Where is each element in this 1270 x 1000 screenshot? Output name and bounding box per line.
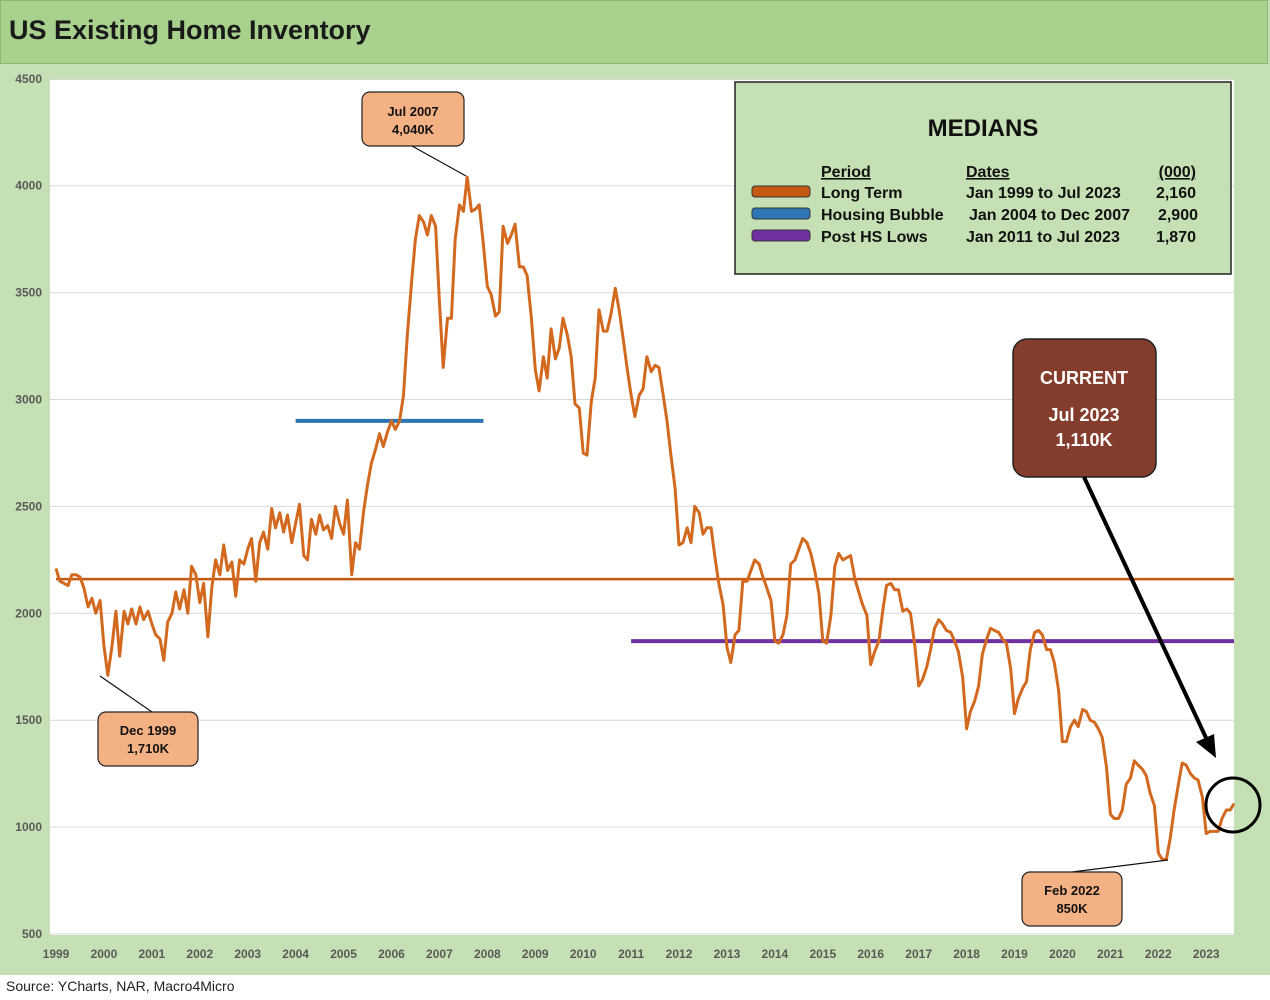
x-axis-ticks: 1999 2000 2001 2002 2003 2004 2005 2006 2007 2008… xyxy=(43,947,1220,961)
low-callout xyxy=(1021,871,1123,927)
y-axis-ticks: 500 1000 1500 2000 2500 3000 3500 4000 4500 xyxy=(15,72,42,941)
x-tick-label: 2014 xyxy=(762,947,789,961)
x-tick-label: 2016 xyxy=(857,947,884,961)
low-leader-line xyxy=(1071,859,1169,873)
y-tick-label: 4500 xyxy=(15,72,42,86)
series-line-inventory xyxy=(54,175,1236,861)
y-tick-label: 2500 xyxy=(15,499,42,513)
y-tick-label: 4000 xyxy=(15,179,42,193)
source-note: Source: YCharts, NAR, Macro4Micro xyxy=(6,978,235,994)
peak-leader-line xyxy=(411,145,467,177)
x-tick-label: 2022 xyxy=(1145,947,1172,961)
x-tick-label: 2012 xyxy=(666,947,693,961)
y-tick-label: 2000 xyxy=(15,606,42,620)
x-tick-label: 2011 xyxy=(618,947,644,961)
peak-callout-date: Jul 2007 xyxy=(387,104,438,119)
legend-dates-long-term: Jan 1999 to Jul 2023 xyxy=(966,185,1121,202)
x-tick-label: 2015 xyxy=(809,947,836,961)
legend-dates-post-hs-lows: Jan 2011 to Jul 2023 xyxy=(966,229,1120,246)
y-tick-label: 3500 xyxy=(15,286,42,300)
x-tick-label: 2000 xyxy=(91,947,118,961)
current-callout-heading: CURRENT xyxy=(1040,368,1128,388)
legend-swatch-long-term xyxy=(751,185,811,198)
chart-title: US Existing Home Inventory xyxy=(9,15,371,45)
medians-legend: MEDIANS Period Dates (000) Long Term Jan… xyxy=(734,81,1232,275)
start-callout xyxy=(97,711,199,767)
x-tick-label: 2018 xyxy=(953,947,980,961)
y-tick-label: 500 xyxy=(22,927,42,941)
x-tick-label: 2019 xyxy=(1001,947,1028,961)
title-bar: US Existing Home Inventory xyxy=(0,0,1268,64)
legend-swatch-post-hs-lows xyxy=(751,229,811,242)
y-tick-label: 1000 xyxy=(15,820,42,834)
legend-header-period: Period xyxy=(821,164,871,181)
x-tick-label: 2005 xyxy=(330,947,357,961)
legend-dates-housing-bubble: Jan 2004 to Dec 2007 xyxy=(969,207,1130,224)
x-tick-label: 2006 xyxy=(378,947,405,961)
x-tick-label: 2004 xyxy=(282,947,309,961)
start-leader-line xyxy=(99,675,153,713)
x-tick-label: 2001 xyxy=(138,947,165,961)
y-tick-label: 3000 xyxy=(15,393,42,407)
legend-value-post-hs-lows: 1,870 xyxy=(1156,229,1196,246)
current-callout-value: 1,110K xyxy=(1055,430,1112,450)
legend-period-housing-bubble: Housing Bubble xyxy=(821,207,944,224)
x-tick-label: 2013 xyxy=(714,947,741,961)
low-callout-date: Feb 2022 xyxy=(1044,883,1100,898)
legend-period-post-hs-lows: Post HS Lows xyxy=(821,229,928,246)
legend-header-value: (000) xyxy=(1159,164,1196,181)
legend-title: MEDIANS xyxy=(928,115,1039,142)
legend-period-long-term: Long Term xyxy=(821,185,902,202)
low-callout-value: 850K xyxy=(1056,901,1088,916)
peak-callout-value: 4,040K xyxy=(392,122,435,137)
chart-svg: 500 1000 1500 2000 2500 3000 3500 4000 4500 1999… xyxy=(15,72,1262,961)
current-marker-circle xyxy=(1204,776,1262,834)
current-arrow-line xyxy=(1082,476,1210,743)
x-tick-label: 2021 xyxy=(1097,947,1124,961)
x-tick-label: 2002 xyxy=(186,947,213,961)
x-tick-label: 2020 xyxy=(1049,947,1076,961)
x-tick-label: 2010 xyxy=(570,947,597,961)
x-tick-label: 2007 xyxy=(426,947,453,961)
grid-lines xyxy=(50,78,1234,935)
legend-value-long-term: 2,160 xyxy=(1156,185,1196,202)
start-callout-value: 1,710K xyxy=(127,741,170,756)
current-callout-date: Jul 2023 xyxy=(1048,405,1119,425)
x-tick-label: 1999 xyxy=(43,947,70,961)
x-tick-label: 2003 xyxy=(234,947,261,961)
start-callout-date: Dec 1999 xyxy=(120,723,176,738)
current-arrow-head xyxy=(1196,734,1216,758)
peak-callout xyxy=(361,91,465,147)
legend-value-housing-bubble: 2,900 xyxy=(1158,207,1198,224)
legend-header-dates: Dates xyxy=(966,164,1010,181)
x-tick-label: 2009 xyxy=(522,947,549,961)
x-tick-label: 2023 xyxy=(1193,947,1220,961)
y-tick-label: 1500 xyxy=(15,713,42,727)
x-tick-label: 2008 xyxy=(474,947,501,961)
x-tick-label: 2017 xyxy=(905,947,932,961)
legend-swatch-housing-bubble xyxy=(751,207,811,220)
